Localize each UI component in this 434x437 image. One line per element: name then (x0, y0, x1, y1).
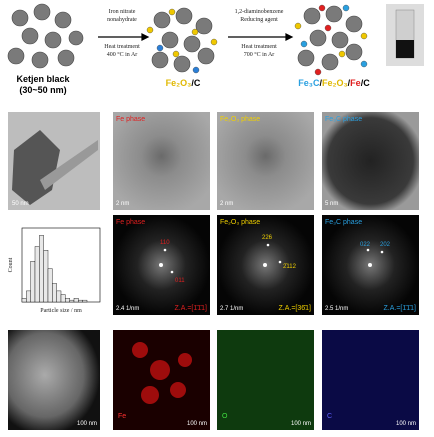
step-text: 1,2-diaminobenzene (235, 9, 284, 15)
phase-label: Fe phase (116, 116, 145, 123)
hist-bar (30, 261, 36, 303)
mid-label: Fe₂O₃/C (166, 78, 201, 88)
step-text: 700 °C in Ar (244, 51, 275, 58)
element-label: Fe (118, 413, 126, 420)
zone-axis: Z.A.=[36̄1] (279, 305, 312, 312)
phase-label: Fe₂O₃ phase (220, 116, 260, 123)
scale-label: 2.7 1/nm (220, 306, 243, 312)
scale-label: 2 nm (116, 201, 129, 207)
hist-bar (82, 299, 88, 303)
hist-bar (69, 299, 75, 303)
phase-label: Fe₃C phase (325, 116, 362, 123)
scale-label: 5 nm (325, 201, 338, 207)
spot-label: 022 (360, 242, 371, 248)
scale-label: 100 nm (291, 421, 311, 427)
spot-label: 011 (175, 278, 185, 284)
hist-bar (43, 249, 49, 303)
hist-bar (26, 290, 31, 303)
spot-label: 2̄112 (283, 264, 297, 270)
phase-label: Fe₃C phase (325, 219, 362, 226)
tem-tube (40, 140, 98, 190)
scale-label: 50 nm (12, 201, 29, 207)
zone-axis: Z.A.=[1̄1̄1] (175, 305, 208, 312)
element-label: O (222, 413, 228, 420)
tem-image (322, 112, 419, 210)
label-part: Fe₃C (298, 78, 320, 88)
scale-label: 100 nm (187, 421, 207, 427)
arrows (98, 33, 294, 41)
start-label: Ketjen black (16, 74, 70, 84)
hist-bar (39, 235, 44, 303)
step-text: Heat treatment (241, 44, 277, 50)
scale-label: 2.4 1/nm (116, 306, 139, 312)
label-part: / (319, 78, 322, 88)
spot-label: 202 (380, 242, 391, 248)
phase-label: Fe phase (116, 219, 145, 226)
scale-label: 2.5 1/nm (325, 306, 348, 312)
eds-map (113, 330, 210, 430)
hist-bar (47, 268, 53, 303)
element-label: C (327, 413, 332, 420)
fft-spots (159, 243, 384, 274)
spot-label: 226 (262, 235, 273, 241)
label-part: Fe₂O₃ (166, 78, 192, 88)
tem-image (113, 112, 210, 210)
step-text: Heat treatment (104, 44, 140, 50)
eds-map (322, 330, 419, 430)
tem-image (217, 112, 314, 210)
step-text: 400 °C in Ar (107, 51, 138, 58)
eds-signal (132, 342, 192, 404)
powder (396, 40, 414, 58)
label-part: Fe (350, 78, 361, 88)
zone-axis: Z.A.=[1̄1̄1] (384, 305, 417, 312)
start-sub: (30~50 nm) (19, 85, 66, 95)
schematic (7, 3, 363, 73)
scale-label: 100 nm (396, 421, 416, 427)
hist-bar (34, 246, 40, 303)
eds-map (217, 330, 314, 430)
hist-bar (65, 298, 70, 303)
end-label: Fe₃C/Fe₂O₃/Fe/C (298, 78, 370, 88)
histogram: Count Particle size / nm (8, 227, 101, 314)
hist-bar (56, 290, 62, 303)
step-text: Iron nitrate (109, 9, 136, 15)
label-part: Fe₂O₃ (322, 78, 348, 88)
phase-label: Fe₂O₃ phase (220, 219, 260, 226)
hist-bar (52, 283, 57, 303)
step-text: nonahydrate (107, 17, 137, 23)
label-part: /C (361, 78, 371, 88)
hist-bar (73, 298, 79, 303)
label-part: /C (191, 78, 201, 88)
nanoparticles (146, 4, 368, 76)
scale-label: 100 nm (77, 421, 97, 427)
y-axis-label: Count (8, 257, 14, 272)
hist-bar (78, 299, 83, 303)
step-text: Reducing agent (240, 17, 278, 23)
hist-bar (60, 294, 66, 303)
x-axis-label: Particle size / nm (40, 308, 82, 314)
haadf-image (8, 330, 100, 430)
hist-bar (21, 298, 27, 303)
scale-label: 2 nm (220, 201, 233, 207)
spot-label: 110 (160, 240, 170, 246)
label-part: / (348, 78, 351, 88)
